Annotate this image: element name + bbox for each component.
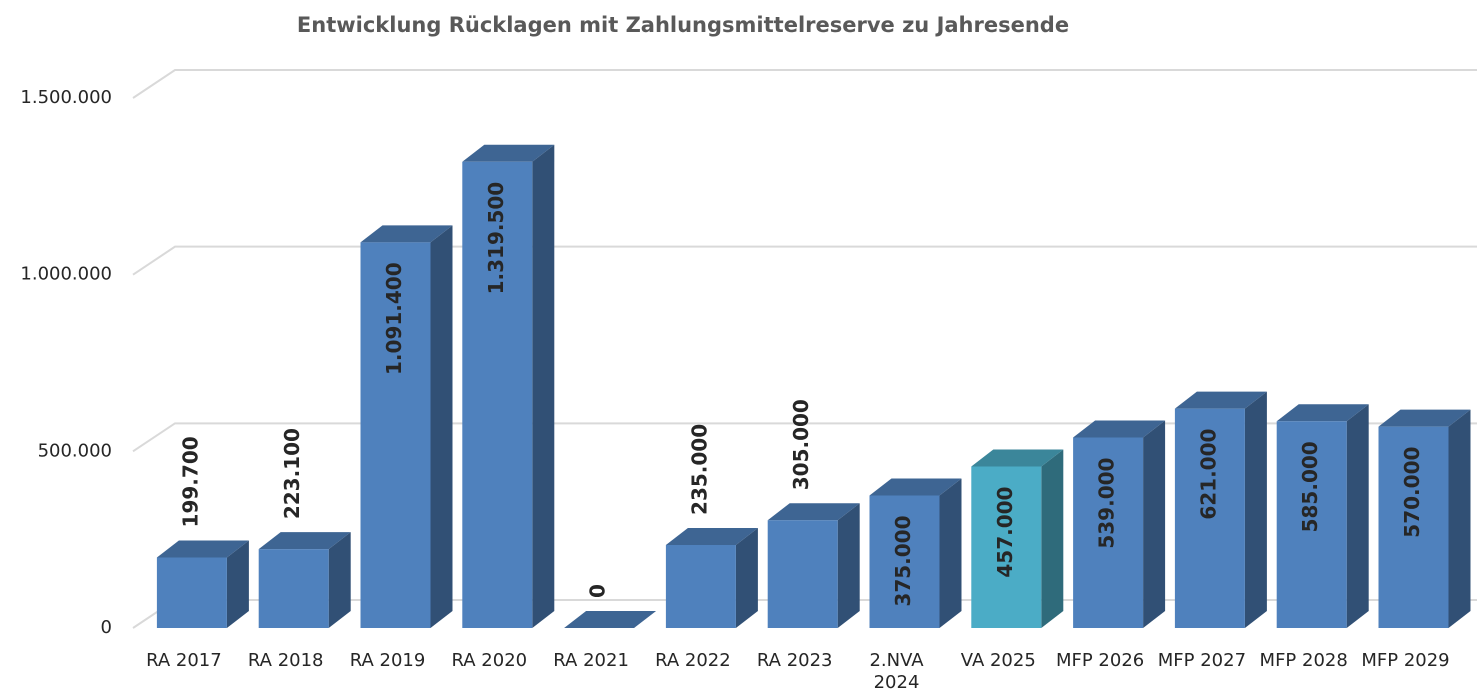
x-tick-label: 2.NVA 2024 [869, 650, 924, 693]
bar-face [1174, 408, 1245, 628]
bar-face [1244, 391, 1267, 628]
bar-face [462, 144, 555, 162]
bar [869, 478, 962, 628]
bar-face [156, 557, 227, 628]
bar-face [1143, 420, 1166, 628]
value-label: 585.000 [1298, 441, 1322, 532]
chart-title: Entwicklung Rücklagen mit Zahlungsmittel… [297, 13, 1069, 37]
value-label: 0 [586, 584, 610, 598]
bar [971, 449, 1064, 628]
x-tick-label: MFP 2027 [1157, 650, 1247, 671]
bar-face [1378, 409, 1471, 427]
bar-face [258, 532, 351, 550]
bar-face [869, 478, 962, 496]
bar-face [1041, 449, 1064, 628]
value-label: 375.000 [891, 516, 915, 607]
y-tick-label: 0 [101, 617, 112, 638]
value-label: 570.000 [1400, 447, 1424, 538]
bar-face [1378, 426, 1449, 628]
bar [462, 144, 555, 628]
bar-face [1276, 421, 1347, 628]
bar-face [1073, 420, 1166, 438]
value-label: 457.000 [993, 487, 1017, 578]
bar-face [665, 527, 758, 545]
x-tick-label: MFP 2029 [1361, 650, 1450, 671]
bar-face [564, 611, 657, 628]
x-tick-label: RA 2020 [451, 650, 528, 671]
bar [156, 540, 249, 628]
bar-face [360, 225, 453, 243]
bar-face [971, 449, 1064, 467]
bar-face [735, 527, 758, 628]
bar-face [767, 503, 860, 521]
bar-face [360, 242, 431, 628]
x-tick-label: VA 2025 [960, 650, 1036, 671]
grid-line [132, 69, 1477, 99]
value-label: 305.000 [789, 399, 813, 490]
bar [1174, 391, 1267, 628]
bar [665, 527, 758, 628]
bar-face [532, 144, 555, 628]
bar [1073, 420, 1166, 628]
bar-face [869, 495, 940, 628]
y-tick-label: 1.500.000 [20, 87, 112, 108]
x-tick-label: MFP 2026 [1055, 650, 1145, 671]
x-tick-label: RA 2023 [756, 650, 833, 671]
value-label: 1.319.500 [484, 182, 508, 295]
bar-face [462, 161, 533, 628]
value-label: 223.100 [280, 428, 304, 519]
bar-face [767, 520, 838, 628]
value-label: 621.000 [1196, 429, 1220, 520]
bar-face [1174, 391, 1267, 409]
bar-face [430, 225, 453, 628]
bar-face [156, 540, 249, 558]
bar-face [1073, 437, 1144, 628]
y-tick-label: 1.000.000 [20, 264, 112, 285]
x-tick-label: RA 2018 [247, 650, 324, 671]
bar-face [1276, 404, 1369, 422]
value-label: 539.000 [1095, 458, 1119, 549]
bar-face [258, 549, 329, 628]
x-tick-label: MFP 2028 [1259, 650, 1348, 671]
bar-face [837, 503, 860, 628]
grid-line [132, 245, 1477, 276]
bar [767, 503, 860, 628]
value-label: 1.091.400 [382, 262, 406, 375]
x-tick-label: RA 2019 [349, 650, 426, 671]
value-label: 199.700 [178, 436, 202, 527]
bar-face [328, 532, 351, 628]
x-tick-label: RA 2021 [553, 650, 629, 671]
bar [1276, 404, 1369, 628]
value-label: 235.000 [687, 424, 711, 515]
bar [258, 532, 351, 628]
grid-line [132, 422, 1477, 453]
bar [1378, 409, 1471, 628]
bar-face [1346, 404, 1369, 628]
bar [360, 225, 453, 628]
bar-face [939, 478, 962, 628]
x-tick-label: RA 2017 [146, 650, 222, 671]
x-tick-label: RA 2022 [655, 650, 731, 671]
bar-face [1448, 409, 1471, 628]
y-tick-label: 500.000 [38, 440, 112, 461]
bar [564, 611, 657, 628]
bar-face [226, 540, 249, 628]
bar-face [665, 544, 736, 628]
bar-face [971, 466, 1042, 628]
